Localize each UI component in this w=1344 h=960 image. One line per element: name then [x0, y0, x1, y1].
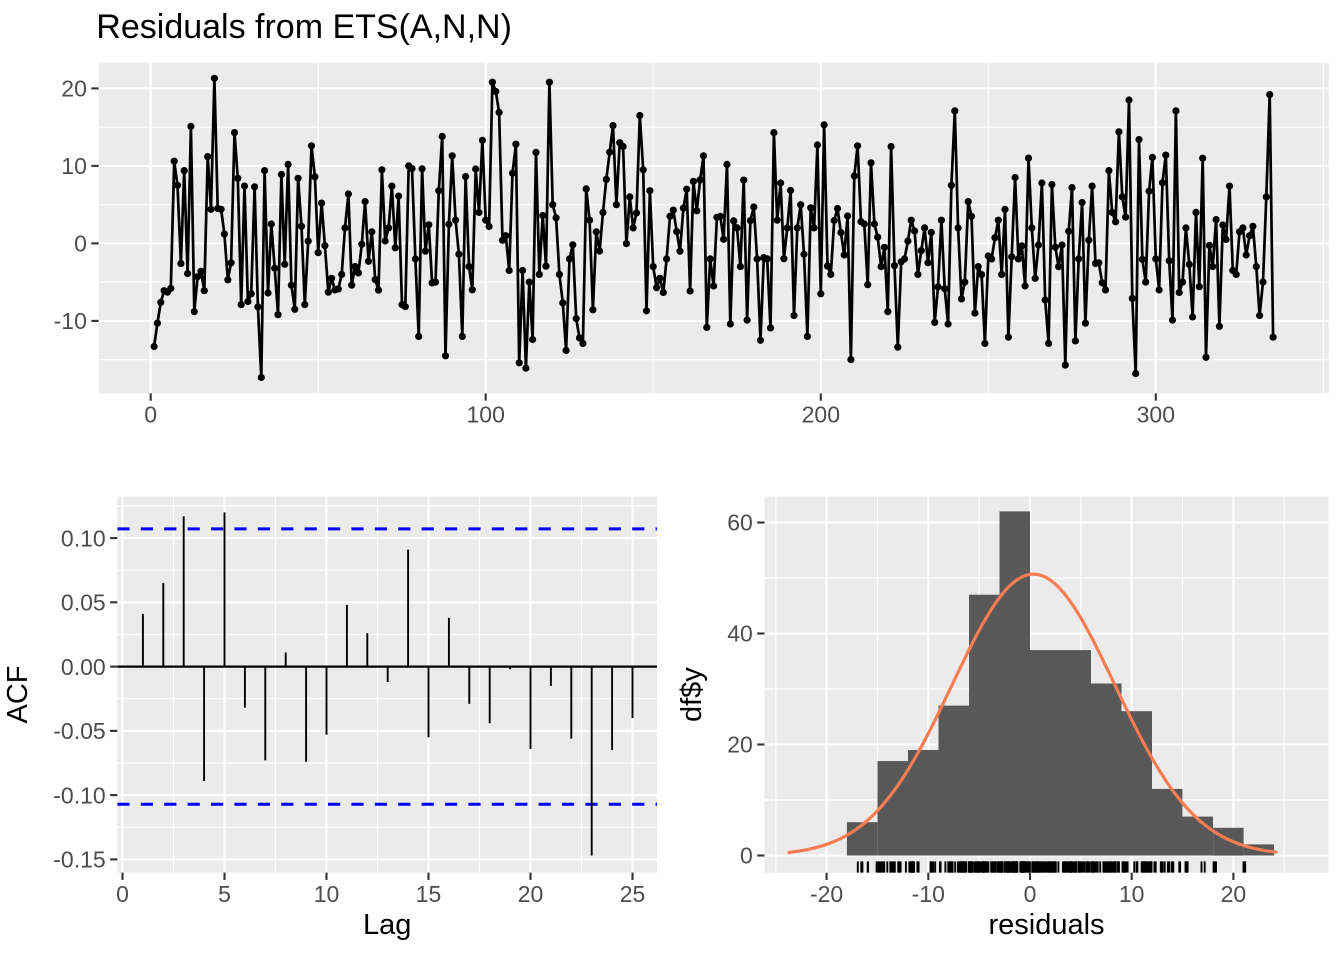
svg-text:10: 10: [314, 881, 340, 907]
svg-text:10: 10: [61, 153, 87, 179]
svg-text:-0.10: -0.10: [53, 782, 105, 808]
svg-text:200: 200: [802, 402, 840, 428]
svg-text:40: 40: [727, 621, 753, 647]
svg-text:-20: -20: [810, 881, 843, 907]
svg-text:20: 20: [61, 76, 87, 102]
svg-text:ACF: ACF: [2, 666, 34, 724]
svg-text:residuals: residuals: [988, 909, 1104, 941]
svg-text:20: 20: [518, 881, 544, 907]
svg-text:0.00: 0.00: [61, 654, 106, 680]
svg-text:Lag: Lag: [363, 909, 411, 941]
svg-text:300: 300: [1137, 402, 1175, 428]
svg-text:-10: -10: [912, 881, 945, 907]
svg-text:0.05: 0.05: [61, 590, 106, 616]
svg-text:df$y: df$y: [676, 667, 708, 722]
svg-text:-0.05: -0.05: [53, 718, 105, 744]
svg-text:20: 20: [1221, 881, 1247, 907]
svg-text:0: 0: [116, 881, 129, 907]
svg-text:5: 5: [218, 881, 231, 907]
svg-text:10: 10: [1119, 881, 1145, 907]
svg-text:60: 60: [727, 510, 753, 536]
svg-text:Residuals from ETS(A,N,N): Residuals from ETS(A,N,N): [96, 8, 512, 46]
svg-text:0: 0: [1024, 881, 1037, 907]
svg-text:100: 100: [467, 402, 505, 428]
svg-text:-10: -10: [54, 308, 87, 334]
svg-text:0: 0: [740, 843, 753, 869]
svg-text:0: 0: [144, 402, 157, 428]
svg-text:15: 15: [416, 881, 442, 907]
svg-text:0.10: 0.10: [61, 525, 106, 551]
svg-text:0: 0: [74, 231, 87, 257]
svg-text:20: 20: [727, 732, 753, 758]
svg-text:25: 25: [620, 881, 646, 907]
svg-text:-0.15: -0.15: [53, 847, 105, 873]
